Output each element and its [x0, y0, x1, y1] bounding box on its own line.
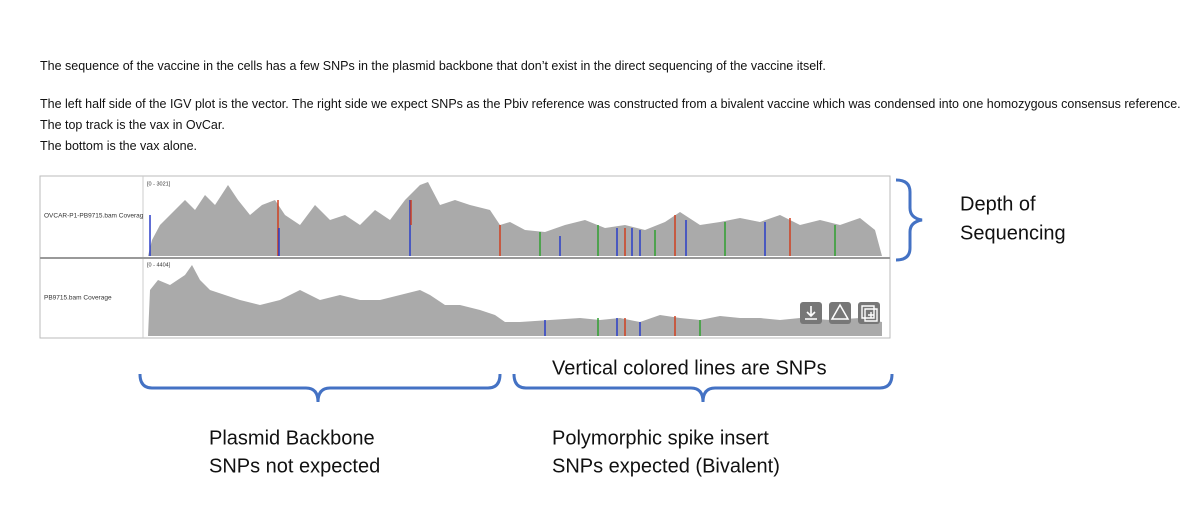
paragraph: The left half side of the IGV plot is th…	[40, 97, 1181, 111]
annotation: Plasmid Backbone	[209, 427, 375, 449]
toolbar	[800, 302, 880, 324]
coverage-area	[148, 182, 882, 256]
snp-lines	[149, 200, 836, 336]
brace	[138, 373, 502, 403]
annotation: Sequencing	[960, 222, 1066, 244]
brace	[895, 178, 923, 262]
icon	[830, 303, 850, 320]
brace	[512, 373, 894, 403]
paragraph: The top track is the vax in OvCar.	[40, 118, 225, 132]
paragraph: The sequence of the vaccine in the cells…	[40, 59, 826, 73]
annotation: Polymorphic spike insert	[552, 427, 769, 449]
track-label: PB9715.bam Coverage	[44, 295, 112, 302]
track-range: [0 - 4404]	[147, 262, 171, 268]
coverage-area	[148, 265, 882, 336]
annotation: Depth of	[960, 193, 1036, 215]
track-range: [0 - 3021]	[147, 181, 171, 187]
annotation: Vertical colored lines are SNPs	[552, 357, 827, 379]
icon	[861, 305, 878, 322]
annotation: SNPs expected (Bivalent)	[552, 455, 780, 477]
icon	[805, 306, 817, 320]
braces	[138, 178, 923, 403]
annotation: SNPs not expected	[209, 455, 380, 477]
track-label: OVCAR-P1-PB9715.bam Coverag	[44, 213, 144, 220]
paragraph: The bottom is the vax alone.	[40, 139, 198, 153]
